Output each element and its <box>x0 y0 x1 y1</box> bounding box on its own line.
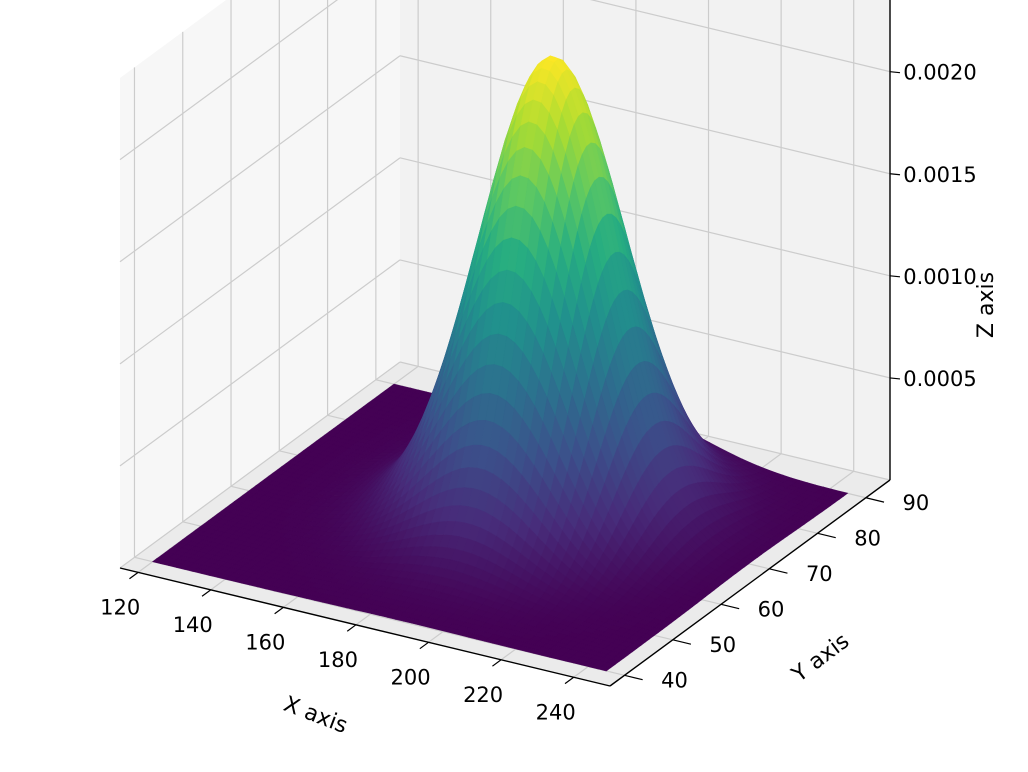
x-tick-mark <box>129 571 139 580</box>
y-tick-label: 40 <box>661 668 688 692</box>
left-pane <box>120 0 400 568</box>
y-tick-mark <box>672 639 692 645</box>
x-tick-mark <box>274 606 284 615</box>
y-tick-mark <box>865 497 885 503</box>
x-tick-label: 240 <box>536 700 576 724</box>
z-tick-label: 0.0020 <box>903 61 976 85</box>
z-tick-mark <box>889 173 901 176</box>
x-tick-label: 220 <box>463 683 503 707</box>
grid-line-back-z <box>399 157 891 277</box>
x-axis-line <box>119 567 611 687</box>
z-tick-label: 0.0005 <box>903 367 976 391</box>
x-axis-label: X axis <box>280 692 351 739</box>
grid-line-back-z <box>399 55 891 175</box>
z-axis-label: Z axis <box>974 272 999 338</box>
x-tick-label: 200 <box>390 665 430 689</box>
tick-labels: 120 140 160 180 200 220 240 40 50 60 70 80 90 0.0005 0… <box>100 61 977 725</box>
grid-line-left-z <box>119 157 401 365</box>
z-tick-label: 0.0010 <box>903 265 976 289</box>
z-tick-mark <box>889 275 901 278</box>
y-tick-label: 60 <box>758 597 785 621</box>
y-tick-mark <box>769 568 788 574</box>
x-tick-label: 180 <box>318 648 358 672</box>
grid-line-back-z <box>589 0 891 73</box>
surface-mesh <box>151 55 849 672</box>
y-axis-line <box>609 479 891 687</box>
z-tick-label: 0.0015 <box>903 163 976 187</box>
y-tick-label: 70 <box>806 562 833 586</box>
grid-line-left-z <box>119 55 401 263</box>
y-tick-mark <box>624 674 643 681</box>
x-tick-label: 140 <box>173 613 213 637</box>
grid-line-left-z <box>119 361 401 569</box>
grid-line-left-z <box>119 0 339 161</box>
x-tick-mark <box>492 659 502 667</box>
y-tick-mark <box>720 603 740 610</box>
grid-line-left-z <box>119 259 401 467</box>
y-tick-label: 80 <box>854 526 881 550</box>
y-tick-label: 50 <box>709 633 736 657</box>
z-tick-mark <box>889 377 901 380</box>
x-tick-mark <box>201 589 212 597</box>
x-tick-mark <box>564 676 575 685</box>
x-tick-label: 120 <box>100 595 140 619</box>
z-tick-mark <box>889 71 901 74</box>
x-tick-label: 160 <box>245 630 285 654</box>
surface-cell <box>597 665 612 672</box>
y-tick-mark <box>817 532 836 539</box>
y-axis-label: Y axis <box>787 629 854 688</box>
x-tick-mark <box>419 641 429 650</box>
x-tick-mark <box>346 624 357 632</box>
y-tick-label: 90 <box>902 491 929 515</box>
